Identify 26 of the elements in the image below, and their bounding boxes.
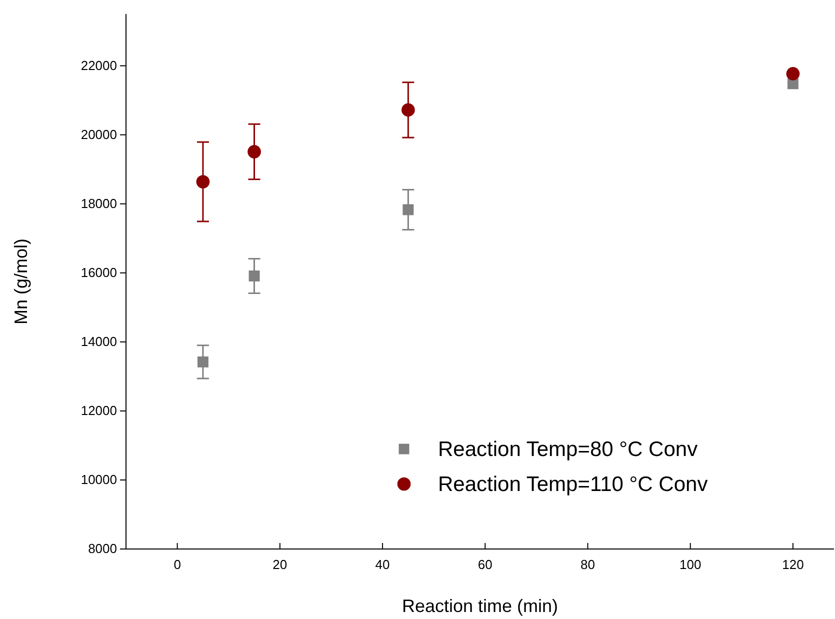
point	[402, 103, 415, 117]
x-axis-title: Reaction time (min)	[402, 596, 558, 616]
legend-label: Reaction Temp=80 °C Conv	[438, 438, 698, 461]
y-tick-label: 22000	[80, 58, 117, 73]
y-axis-title: Mn (g/mol)	[11, 238, 31, 325]
y-tick-label: 8000	[88, 541, 117, 556]
point	[248, 145, 261, 158]
point	[786, 67, 800, 80]
x-tick-label: 60	[478, 556, 492, 572]
y-tick-label: 16000	[80, 265, 117, 280]
point	[248, 270, 260, 282]
y-tick-label: 20000	[80, 126, 117, 142]
point	[402, 204, 414, 216]
legend-label: Reaction Temp=110 °C Conv	[438, 473, 708, 496]
x-tick-label: 100	[679, 556, 702, 572]
x-tick-label: 120	[782, 556, 804, 572]
x-tick-label: 0	[174, 556, 181, 572]
y-tick-label: 14000	[80, 334, 117, 350]
y-tick-label: 10000	[80, 472, 117, 488]
y-tick-label: 18000	[80, 196, 117, 211]
point	[196, 175, 210, 188]
x-tick-label: 80	[580, 556, 595, 572]
point	[197, 356, 208, 368]
x-tick-label: 20	[272, 556, 288, 572]
y-tick-label: 12000	[80, 403, 117, 418]
x-tick-label: 40	[375, 556, 390, 572]
